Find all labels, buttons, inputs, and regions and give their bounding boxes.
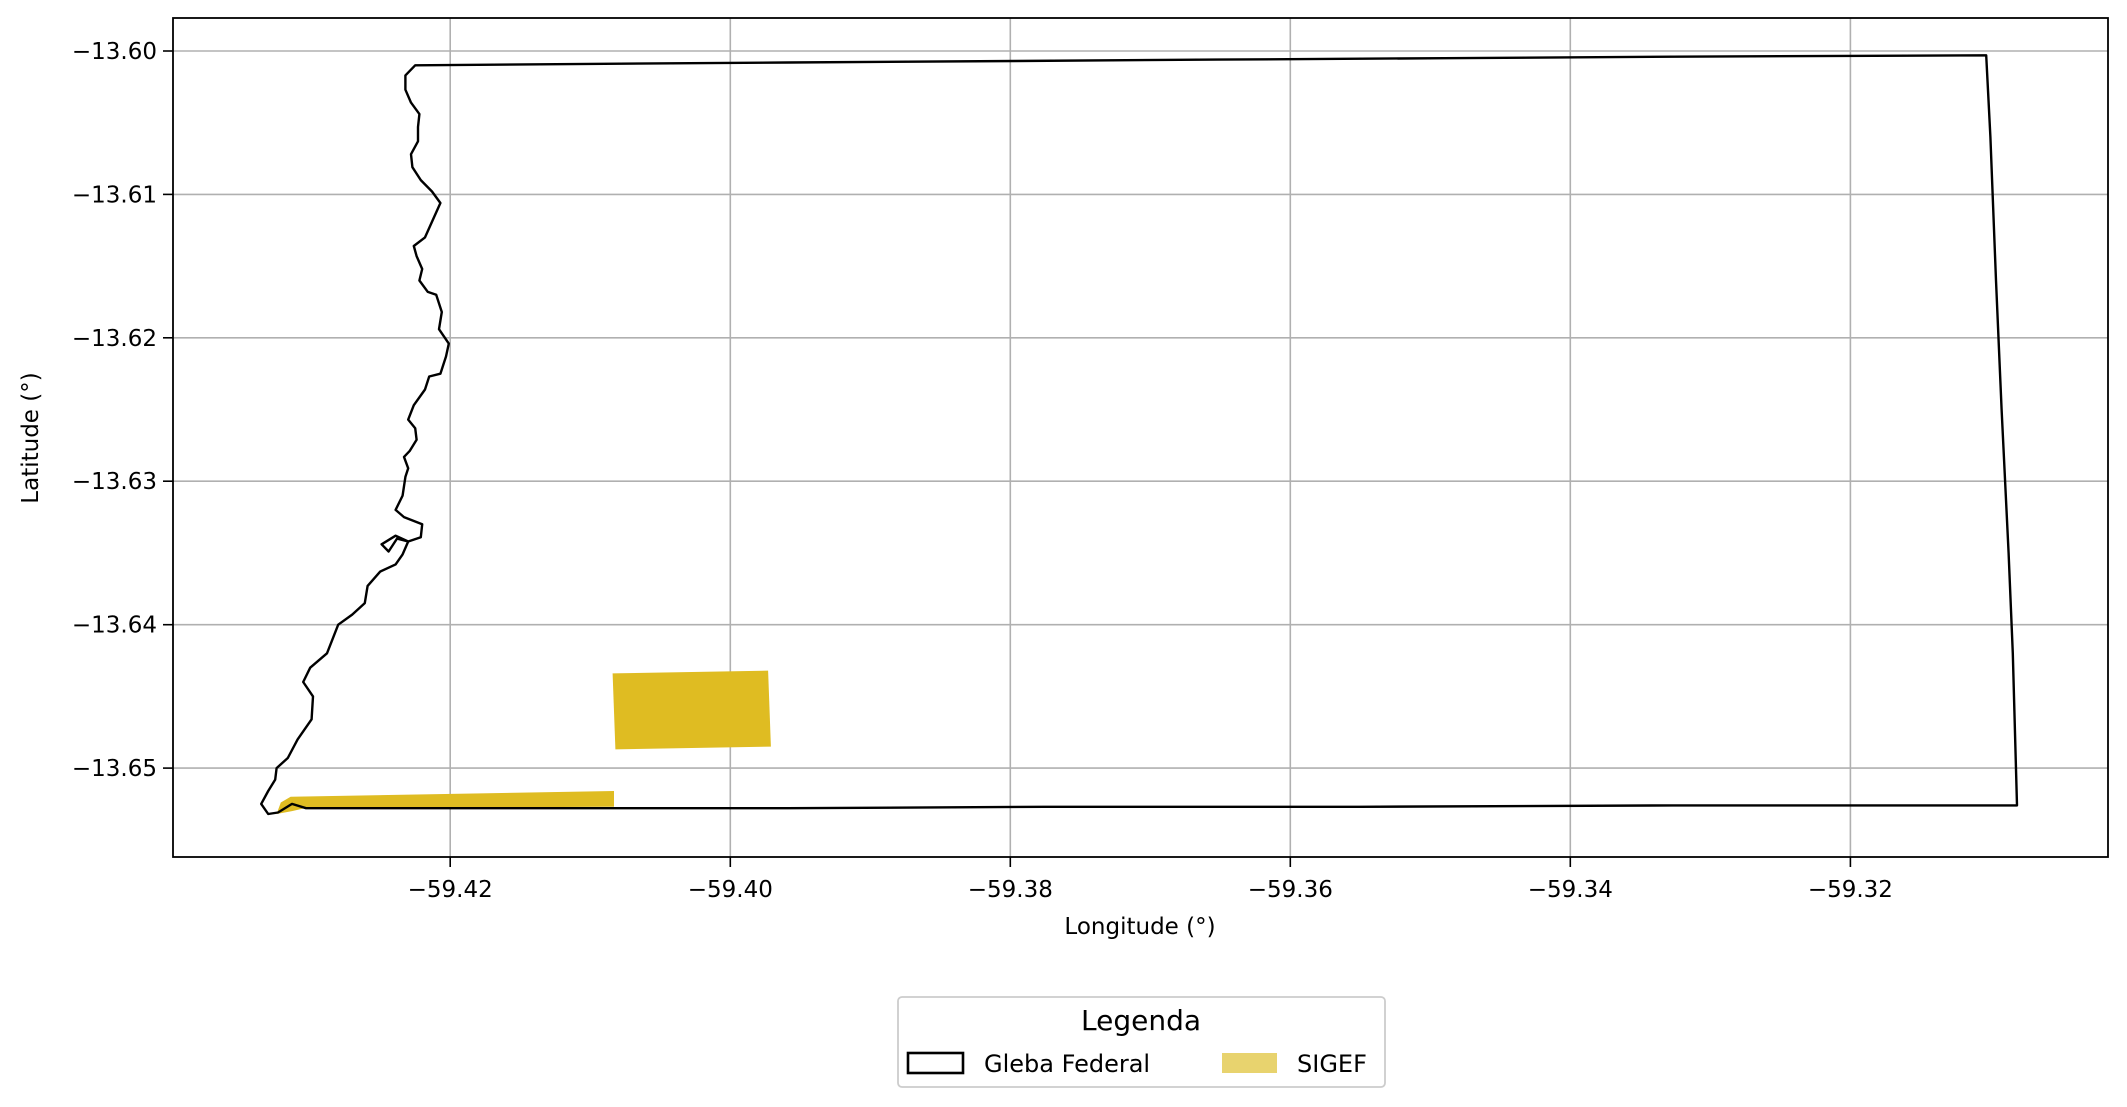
y-tick-label: −13.65 [72,756,157,782]
legend-swatch-gleba-federal [906,1051,965,1075]
y-tick-label: −13.60 [72,39,157,65]
y-axis-ticks: −13.60 −13.61 −13.62 −13.63 −13.64 −13.65 [72,39,173,782]
x-tick-label: −59.40 [688,877,773,903]
y-tick-label: −13.62 [72,326,157,352]
plot-area-frame [172,17,2109,858]
gleba-federal-boundary [260,54,2019,816]
y-tick-label: −13.63 [72,469,157,495]
legend-label-gleba-federal: Gleba Federal [984,1050,1150,1078]
x-axis-ticks: −59.42 −59.40 −59.38 −59.36 −59.34 −59.32 [408,857,1893,903]
x-axis-label: Longitude (°) [1064,914,1215,940]
y-axis-label: Latitude (°) [18,372,44,503]
x-tick-label: −59.36 [1248,877,1333,903]
grid-lines [173,18,2108,857]
sigef-parcels [276,670,771,814]
x-tick-label: −59.34 [1528,877,1613,903]
sigef-parcel [276,791,614,814]
y-tick-label: −13.64 [72,613,157,639]
x-tick-label: −59.32 [1808,877,1893,903]
legend-title: Legenda [1081,1004,1201,1037]
legend: Legenda Gleba Federal SIGEF [897,996,1386,1088]
x-tick-label: −59.38 [968,877,1053,903]
y-tick-label: −13.61 [72,182,157,208]
legend-swatch-sigef [1222,1053,1277,1073]
legend-label-sigef: SIGEF [1297,1050,1367,1078]
gleba-federal-outline [260,54,2019,816]
sigef-parcel [612,670,771,750]
x-tick-label: −59.42 [408,877,493,903]
